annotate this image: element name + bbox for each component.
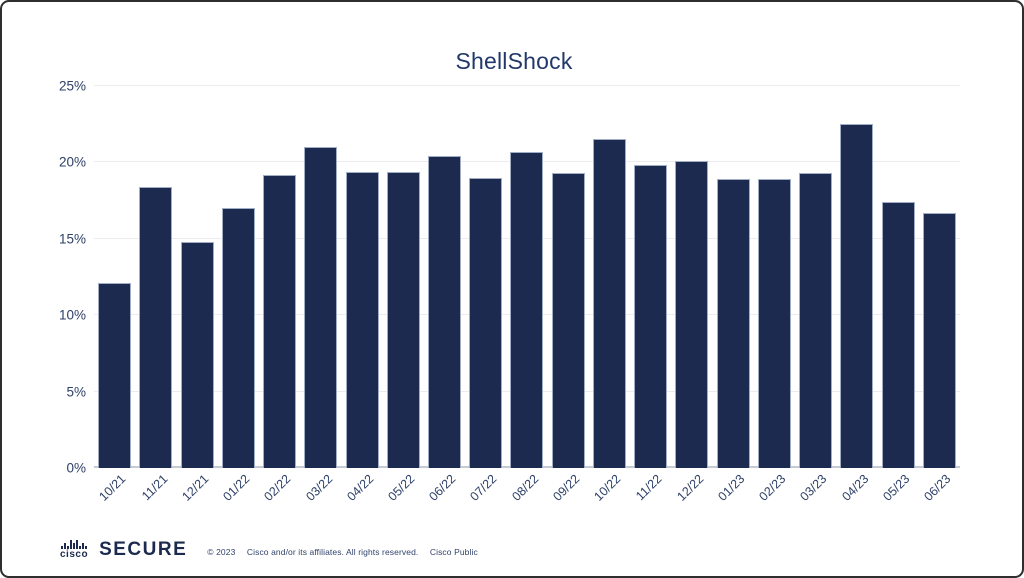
chart-bar	[881, 202, 915, 468]
x-tick-label: 02/23	[756, 471, 789, 504]
chart-title: ShellShock	[455, 48, 573, 74]
bar-slot: 09/22	[548, 86, 589, 504]
bar-slot: 04/23	[836, 86, 877, 504]
bar-slot: 12/22	[671, 86, 712, 504]
rights-text: Cisco and/or its affiliates. All rights …	[246, 547, 419, 557]
y-tick-label: 5%	[66, 384, 86, 400]
copyright-year: © 2023	[207, 547, 236, 557]
bar-slot: 11/22	[630, 86, 671, 503]
bar-series: 10/21 11/21 12/21 01/22 02/22 03/22 04/22 05/22…	[94, 86, 960, 504]
bar-slot: 08/22	[506, 86, 547, 504]
y-axis-labels: 0% 5% 10% 15% 20% 25%	[2, 79, 90, 476]
bar-slot: 02/22	[259, 86, 300, 504]
gridline-25	[94, 85, 960, 86]
y-tick-label: 20%	[58, 154, 86, 170]
chart-bar	[716, 179, 750, 468]
chart-bar	[592, 139, 626, 468]
chart-bar	[840, 124, 874, 468]
cisco-logo-text: cisco	[60, 549, 89, 560]
chart-bar	[221, 208, 255, 468]
chart-bar	[510, 151, 544, 468]
x-tick-label: 05/22	[385, 471, 418, 504]
secure-wordmark: SECURE	[99, 539, 188, 560]
chart-bar	[427, 156, 461, 468]
cisco-logo: cisco	[60, 540, 88, 560]
bar-slot: 06/22	[424, 86, 465, 504]
bar-slot: 03/23	[795, 86, 836, 504]
cisco-bridge-icon	[61, 540, 87, 549]
bar-slot: 10/21	[94, 86, 135, 504]
bar-slot: 10/22	[589, 86, 630, 504]
classification-text: Cisco Public	[429, 547, 478, 557]
x-tick-label: 01/22	[220, 471, 253, 504]
copyright-line: © 2023 Cisco and/or its affiliates. All …	[207, 547, 478, 557]
chart-bar	[675, 160, 709, 468]
x-tick-label: 11/21	[138, 471, 171, 504]
chart-bar	[469, 177, 503, 468]
bar-slot: 06/23	[919, 86, 960, 504]
y-tick-label: 10%	[58, 307, 86, 323]
y-tick-label: 0%	[66, 460, 86, 476]
chart-bar	[98, 283, 132, 468]
x-tick-label: 12/22	[674, 471, 707, 504]
x-tick-label: 06/22	[426, 471, 459, 504]
y-tick-label: 25%	[58, 78, 86, 94]
chart-bar	[386, 171, 420, 468]
x-tick-label: 06/23	[921, 471, 954, 504]
footer: cisco SECURE © 2023 Cisco and/or its aff…	[60, 530, 478, 560]
chart-bar	[799, 173, 833, 468]
y-tick-label: 15%	[58, 231, 86, 247]
chart-bar	[304, 147, 338, 468]
bar-slot: 01/23	[713, 86, 754, 504]
chart-bar	[263, 174, 297, 468]
bar-slot: 07/22	[465, 86, 506, 504]
chart-bar	[757, 179, 791, 468]
x-tick-label: 05/23	[880, 471, 913, 504]
bar-slot: 02/23	[754, 86, 795, 504]
chart-bar	[634, 165, 668, 468]
x-tick-label: 03/23	[797, 471, 830, 504]
bar-slot: 11/21	[135, 86, 176, 503]
x-tick-label: 07/22	[467, 471, 500, 504]
bar-slot: 01/22	[218, 86, 259, 504]
bar-slot: 05/22	[383, 86, 424, 504]
x-tick-label: 02/22	[261, 471, 294, 504]
x-tick-label: 08/22	[509, 471, 542, 504]
x-tick-label: 12/21	[179, 471, 212, 504]
x-tick-label: 01/23	[715, 471, 748, 504]
chart-bar	[180, 241, 214, 468]
chart-bar	[551, 173, 585, 468]
x-tick-label: 04/22	[344, 471, 377, 504]
x-tick-label: 10/22	[591, 471, 624, 504]
bar-slot: 03/22	[300, 86, 341, 504]
chart-bar	[139, 186, 173, 468]
chart-bar	[345, 171, 379, 468]
bar-slot: 04/22	[341, 86, 382, 504]
x-tick-label: 10/21	[96, 471, 129, 504]
plot-area: 10/21 11/21 12/21 01/22 02/22 03/22 04/22 05/22…	[94, 85, 960, 504]
x-tick-label: 09/22	[550, 471, 583, 504]
chart-bar	[922, 212, 956, 468]
x-tick-label: 03/22	[302, 471, 335, 504]
bar-slot: 12/21	[176, 86, 217, 504]
bar-slot: 05/23	[877, 86, 918, 504]
x-tick-label: 04/23	[838, 471, 871, 504]
x-tick-label: 11/22	[633, 471, 665, 504]
